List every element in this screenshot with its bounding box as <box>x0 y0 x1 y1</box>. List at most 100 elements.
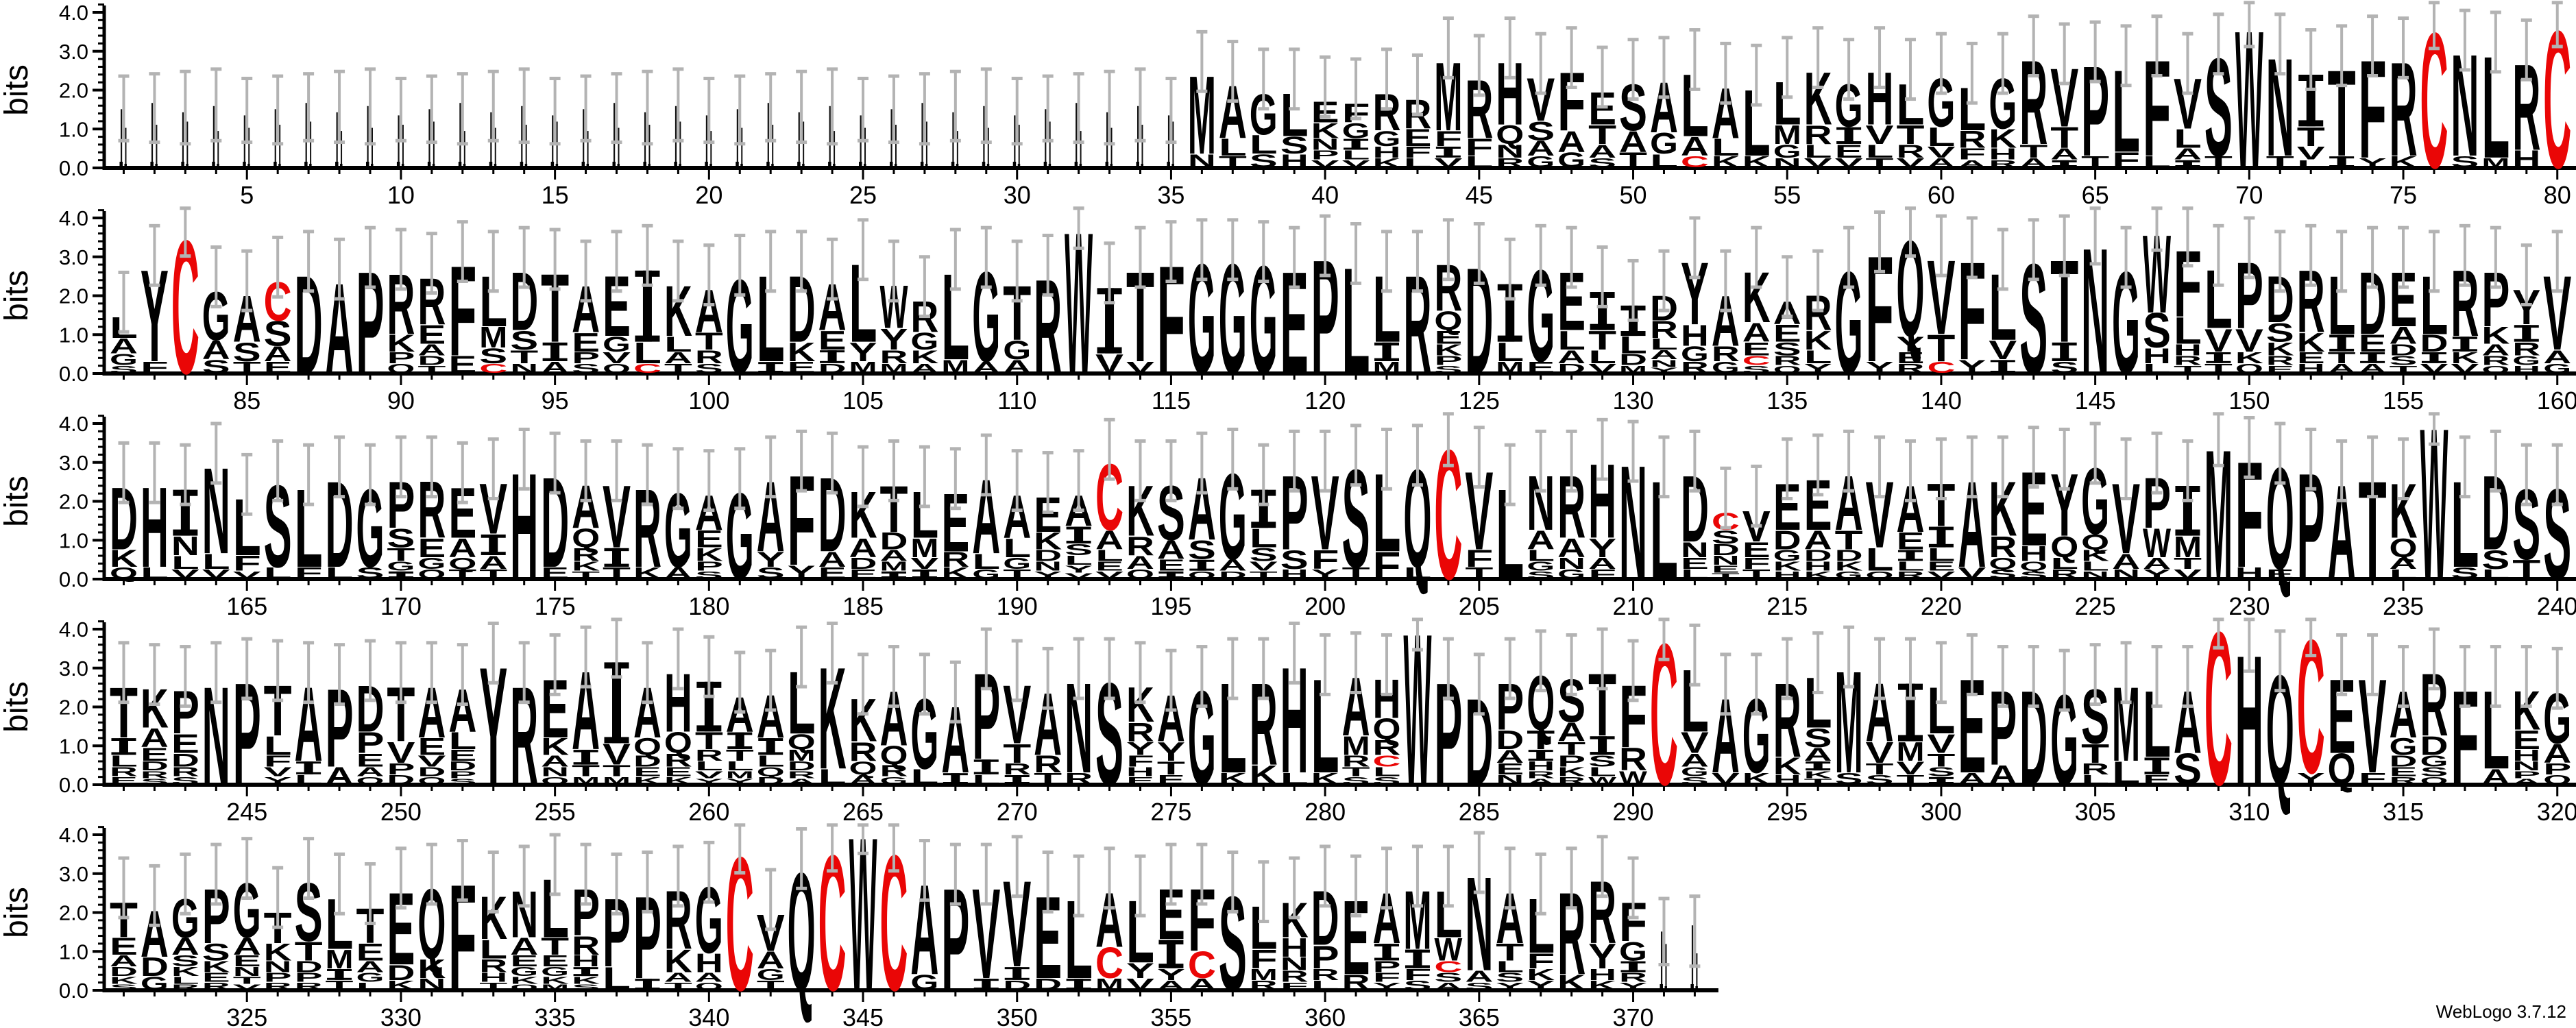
logo-column-357: S <box>1219 850 1247 1018</box>
svg-text:H: H <box>1126 765 1154 779</box>
svg-text:T: T <box>1003 739 1031 769</box>
logo-column-112: W <box>1065 206 1093 411</box>
svg-text:L: L <box>1219 134 1247 161</box>
logo-column-166: LS <box>264 439 292 592</box>
svg-text:N: N <box>2081 570 2109 580</box>
logo-column-23 <box>796 69 807 168</box>
svg-text:L: L <box>295 772 323 787</box>
svg-text:Y: Y <box>695 778 723 786</box>
svg-text:S: S <box>2050 358 2078 376</box>
x-tick-label: 20 <box>695 181 722 206</box>
logo-column-343: Q <box>788 827 816 1025</box>
logo-column-122: ML <box>1373 230 1401 376</box>
svg-text:E: E <box>1403 124 1431 151</box>
svg-text:G: G <box>603 332 631 356</box>
svg-text:T: T <box>2019 140 2048 161</box>
logo-column-65: TP <box>2081 20 2109 183</box>
logo-column-192: VYLSA <box>1065 449 1093 580</box>
svg-text:R: R <box>1773 354 1801 368</box>
svg-text:G: G <box>1557 148 1585 172</box>
svg-text:E: E <box>1835 140 1863 161</box>
svg-text:Q: Q <box>1866 570 1894 580</box>
svg-text:A: A <box>1219 556 1247 574</box>
svg-text:A: A <box>757 946 785 974</box>
svg-text:A: A <box>233 933 261 960</box>
logo-column-351: DE <box>1034 850 1062 1003</box>
logo-column-33 <box>1104 69 1115 168</box>
y-tick-label: 3.0 <box>59 40 88 64</box>
svg-text:A: A <box>2359 361 2387 376</box>
svg-text:G: G <box>141 973 169 994</box>
logo-column-44: VFM <box>1434 16 1462 170</box>
svg-text:L: L <box>448 727 476 755</box>
svg-text:V: V <box>2174 567 2202 581</box>
svg-text:T: T <box>326 978 354 992</box>
svg-text:T: T <box>2204 153 2233 171</box>
svg-text:G: G <box>1003 335 1031 365</box>
svg-text:S: S <box>1434 970 1462 985</box>
svg-text:N: N <box>171 531 199 561</box>
y-tick-label: 2.0 <box>59 284 88 308</box>
svg-text:S: S <box>1188 535 1216 565</box>
svg-text:Y: Y <box>1311 567 1339 581</box>
svg-text:L: L <box>1403 564 1431 582</box>
y-tick-label: 1.0 <box>59 323 88 347</box>
logo-column-103: EKD <box>788 230 816 376</box>
svg-text:A: A <box>1095 525 1123 555</box>
logo-column-218: QLV <box>1866 435 1894 580</box>
svg-text:G: G <box>510 964 538 979</box>
svg-text:Q: Q <box>1126 567 1154 581</box>
svg-text:S: S <box>1835 770 1863 787</box>
svg-text:S: S <box>695 570 723 580</box>
svg-text:R: R <box>171 765 199 779</box>
logo-column-146: G <box>2112 225 2140 404</box>
svg-text:L: L <box>1465 153 1493 171</box>
svg-text:V: V <box>1588 361 1616 376</box>
svg-text:A: A <box>1527 525 1555 555</box>
svg-text:A: A <box>479 552 507 572</box>
logo-column-177: TV <box>603 439 631 582</box>
logo-column-314: FV <box>2359 633 2387 801</box>
svg-text:Y: Y <box>2359 156 2387 170</box>
svg-text:K: K <box>110 975 138 986</box>
logo-column-113: V <box>1095 241 1123 379</box>
svg-text:M: M <box>603 775 631 786</box>
svg-text:D: D <box>2390 752 2418 770</box>
svg-text:G: G <box>1003 554 1031 572</box>
svg-text:K: K <box>1434 341 1462 359</box>
svg-text:N: N <box>510 361 538 376</box>
logo-column-138: YF <box>1866 210 1894 394</box>
logo-column-153: ATL <box>2328 230 2356 376</box>
svg-text:F: F <box>1126 752 1154 770</box>
svg-text:R: R <box>1527 769 1555 780</box>
svg-text:R: R <box>1065 770 1093 787</box>
svg-text:G: G <box>879 775 908 786</box>
logo-column-355: AYE <box>1157 842 1185 992</box>
svg-text:V: V <box>1681 726 1709 760</box>
svg-text:K: K <box>633 775 661 786</box>
svg-text:S: S <box>110 983 138 992</box>
svg-text:Q: Q <box>879 740 908 770</box>
svg-text:P: P <box>1434 354 1462 368</box>
y-tick-label: 4.0 <box>59 1 88 25</box>
logo-column-341: C <box>726 822 754 1028</box>
svg-text:T: T <box>603 564 631 582</box>
x-tick-label: 30 <box>1004 181 1031 206</box>
logo-column-137: G <box>1835 225 1863 404</box>
svg-text:P: P <box>2512 769 2540 780</box>
svg-text:V: V <box>1896 156 1924 170</box>
svg-text:K: K <box>171 964 199 979</box>
